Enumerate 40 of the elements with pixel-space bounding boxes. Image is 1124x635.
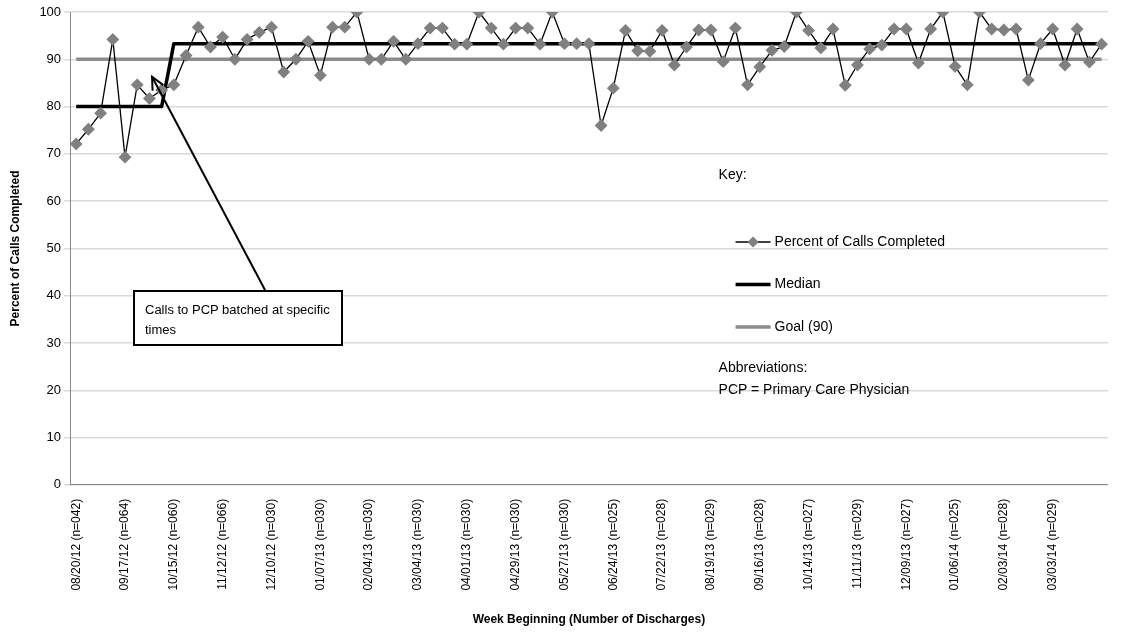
y-tick-label: 100 — [39, 3, 62, 19]
annotation: Abbreviations: PCP = Primary Care Physician — [718, 358, 910, 397]
x-tick-label: 03/03/14 (n=029) — [1045, 498, 1060, 591]
x-tick-label: 01/07/13 (n=030) — [312, 498, 327, 591]
x-tick-label: 10/14/13 (n=027) — [800, 498, 815, 591]
x-tick-label: 11/12/12 (n=066) — [214, 498, 229, 590]
y-tick-label: 30 — [46, 334, 62, 350]
x-tick-label: 08/20/12 (n=042) — [68, 498, 83, 591]
x-tick-label: 12/10/12 (n=030) — [263, 498, 278, 591]
x-tick-label: 04/29/13 (n=030) — [507, 498, 522, 591]
x-tick-label: 11/11/13 (n=029) — [849, 498, 864, 589]
legend-label: Goal (90) — [774, 317, 833, 334]
x-tick-label: 10/15/12 (n=060) — [166, 498, 181, 591]
x-tick-label: 07/22/13 (n=028) — [654, 498, 669, 591]
y-tick-label: 10 — [46, 429, 62, 445]
legend-title: Key: — [718, 165, 747, 182]
x-tick-label: 08/19/13 (n=029) — [703, 498, 718, 591]
y-tick-label: 80 — [46, 98, 62, 114]
legend-label: Median — [774, 275, 821, 292]
x-tick-label: 09/17/12 (n=064) — [117, 498, 132, 591]
legend-label: Percent of Calls Completed — [774, 232, 945, 249]
y-tick-label: 90 — [46, 50, 62, 66]
y-tick-label: 50 — [46, 240, 62, 256]
x-tick-label: 05/27/13 (n=030) — [556, 498, 571, 591]
y-axis-title: Percent of Calls Completed — [7, 170, 22, 327]
x-tick-label: 04/01/13 (n=030) — [459, 498, 474, 591]
x-tick-label: 03/04/13 (n=030) — [410, 498, 425, 591]
x-tick-label: 01/06/14 (n=025) — [947, 498, 962, 591]
y-tick-label: 0 — [53, 476, 62, 492]
y-tick-label: 20 — [46, 381, 62, 397]
y-tick-label: 60 — [46, 192, 62, 208]
x-tick-label: 09/16/13 (n=028) — [752, 498, 767, 591]
y-tick-label: 70 — [46, 145, 62, 161]
x-tick-label: 12/09/13 (n=027) — [898, 498, 913, 591]
y-tick-label: 40 — [46, 287, 62, 303]
annotation: Calls to PCP batched at specific times — [133, 290, 343, 346]
x-tick-label: 06/24/13 (n=025) — [605, 498, 620, 591]
x-tick-label: 02/04/13 (n=030) — [361, 498, 376, 591]
x-axis-title: Week Beginning (Number of Discharges) — [472, 612, 706, 627]
x-tick-label: 02/03/14 (n=028) — [996, 498, 1011, 591]
